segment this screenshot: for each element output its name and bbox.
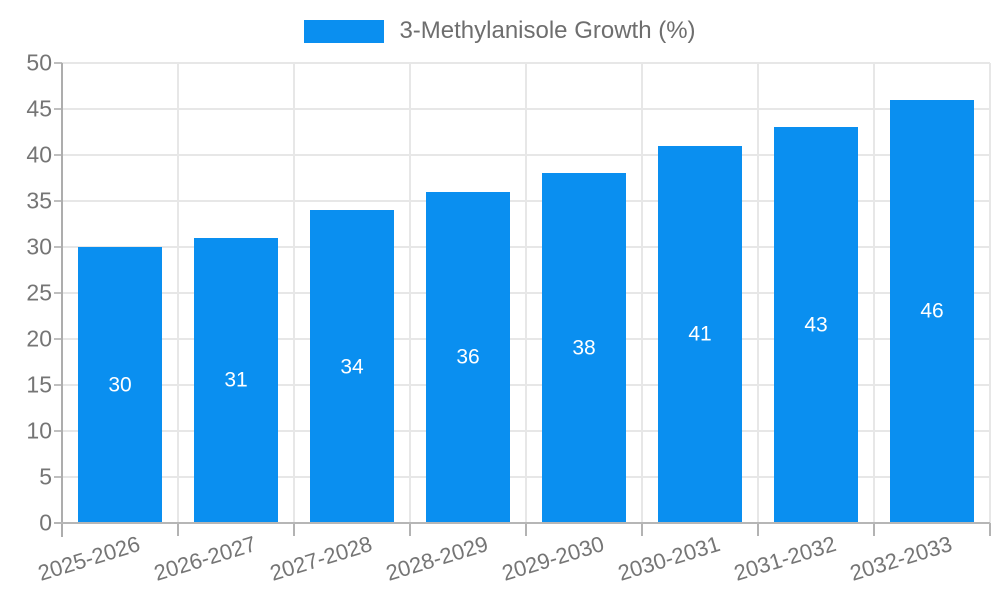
x-axis-line (54, 522, 990, 524)
y-axis-label: 30 (26, 233, 52, 260)
y-axis-label: 25 (26, 279, 52, 306)
x-axis-label: 2026-2027 (150, 531, 259, 586)
y-axis-label: 0 (39, 509, 52, 536)
x-axis-label: 2028-2029 (382, 531, 491, 586)
x-axis-label: 2027-2028 (266, 531, 375, 586)
bar-value-label: 38 (572, 336, 596, 360)
y-axis-label: 50 (26, 49, 52, 76)
x-axis-label: 2025-2026 (34, 531, 143, 586)
y-axis-tick (54, 384, 62, 386)
x-axis-tick (177, 523, 179, 536)
x-axis-tick (293, 523, 295, 536)
y-axis-tick (54, 154, 62, 156)
bar-2032-2033[interactable]: 46 (890, 99, 974, 523)
v-gridline (757, 63, 759, 523)
bar-2025-2026[interactable]: 30 (78, 247, 162, 523)
plot-area: 30 31 34 36 38 41 43 46 (62, 62, 991, 523)
v-gridline (873, 63, 875, 523)
v-gridline (525, 63, 527, 523)
y-axis-tick (54, 338, 62, 340)
v-gridline (409, 63, 411, 523)
y-axis-tick (54, 292, 62, 294)
legend-swatch-icon (304, 19, 385, 43)
bar-2026-2027[interactable]: 31 (194, 237, 278, 523)
bar-2031-2032[interactable]: 43 (774, 127, 858, 523)
y-axis-tick (54, 246, 62, 248)
chart-legend[interactable]: 3-Methylanisole Growth (%) (0, 16, 1000, 46)
bar-2027-2028[interactable]: 34 (310, 210, 394, 523)
x-axis-tick (641, 523, 643, 536)
v-gridline (177, 63, 179, 523)
y-axis-line (61, 63, 63, 537)
bar-value-label: 34 (340, 355, 364, 379)
y-axis-label: 10 (26, 417, 52, 444)
y-axis-label: 20 (26, 325, 52, 352)
bar-2028-2029[interactable]: 36 (426, 191, 510, 523)
y-axis-label: 40 (26, 141, 52, 168)
y-axis-label: 45 (26, 95, 52, 122)
bar-value-label: 46 (920, 299, 944, 323)
y-axis-tick (54, 430, 62, 432)
bar-value-label: 36 (456, 345, 480, 369)
v-gridline (293, 63, 295, 523)
y-axis-tick (54, 200, 62, 202)
x-axis-label: 2030-2031 (614, 531, 723, 586)
x-axis-tick (757, 523, 759, 536)
y-axis-tick (54, 62, 62, 64)
y-axis-tick (54, 108, 62, 110)
bar-2030-2031[interactable]: 41 (658, 145, 742, 523)
bar-2029-2030[interactable]: 38 (542, 173, 626, 523)
x-axis-tick (873, 523, 875, 536)
y-axis-tick (54, 476, 62, 478)
v-gridline (641, 63, 643, 523)
legend-label: 3-Methylanisole Growth (%) (399, 17, 696, 44)
x-axis-tick (409, 523, 411, 536)
x-axis-label: 2031-2032 (730, 531, 839, 586)
x-axis-tick (989, 523, 991, 536)
bar-value-label: 30 (108, 373, 132, 397)
bar-value-label: 41 (688, 322, 712, 346)
y-axis-label: 35 (26, 187, 52, 214)
x-axis-tick (525, 523, 527, 536)
x-axis-label: 2032-2033 (846, 531, 955, 586)
y-axis-label: 5 (39, 463, 52, 490)
bar-value-label: 43 (804, 313, 828, 337)
v-gridline (989, 63, 991, 523)
y-axis-label: 15 (26, 371, 52, 398)
bar-value-label: 31 (224, 368, 248, 392)
x-axis-label: 2029-2030 (498, 531, 607, 586)
